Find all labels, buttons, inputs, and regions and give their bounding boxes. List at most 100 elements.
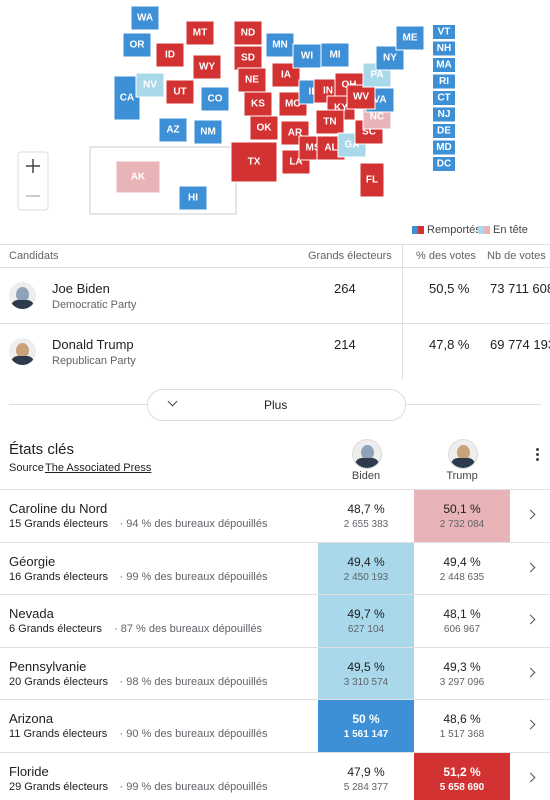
column-header: % des votes [416, 250, 476, 262]
state [320, 42, 350, 68]
state [155, 42, 185, 68]
source-link[interactable]: The Associated Press [45, 462, 152, 474]
state-pct: 51,2 % [443, 765, 481, 779]
column-label: Biden [351, 470, 381, 482]
legend-swatch [478, 226, 484, 234]
more-label: Plus [264, 398, 288, 412]
state-label: DE [437, 126, 451, 137]
result-cell: 50,1 % 2 732 084 [414, 490, 510, 542]
divider [0, 323, 550, 324]
state [230, 141, 278, 183]
state-label: MA [436, 60, 452, 71]
state [233, 45, 263, 71]
party: Democratic Party [52, 299, 137, 311]
column-header: Candidats [9, 250, 59, 262]
row-chevron[interactable] [525, 667, 536, 678]
legend-swatch [484, 226, 490, 234]
row-chevron[interactable] [525, 614, 536, 625]
source-label: Source [9, 462, 44, 474]
state-name: Floride [9, 764, 49, 779]
state-box [433, 25, 455, 39]
state [135, 72, 165, 98]
divider [0, 752, 550, 753]
state-pct: 49,3 % [443, 659, 481, 674]
us-map: WA OR CA NV ID MT WY UT CO AZ NM ND SD NE KS OK TX MN IA MO… [17, 5, 455, 215]
state [122, 32, 152, 58]
chevron [167, 396, 178, 407]
row-chevron[interactable] [525, 772, 536, 783]
state-label: MI [329, 50, 340, 61]
avatar [9, 282, 36, 309]
state-label: LA [289, 157, 302, 168]
state-name: Géorgie [9, 553, 56, 569]
avatar-face [361, 445, 374, 460]
vote-pct: 47,8 % [429, 337, 470, 352]
state-label: GA [345, 140, 360, 151]
row-chevron[interactable] [525, 509, 536, 520]
more-button[interactable]: Plus [147, 389, 406, 421]
menu-dot[interactable] [536, 453, 539, 456]
state-votes: 3 297 096 [439, 676, 485, 688]
state-label: MN [272, 40, 288, 51]
state-label: TN [323, 117, 336, 128]
menu-dot[interactable] [536, 458, 539, 461]
state-label: UT [173, 87, 186, 98]
state-label: OK [257, 123, 273, 134]
state-label: AL [324, 143, 337, 154]
avatar [352, 439, 382, 469]
row-chevron[interactable] [525, 562, 536, 573]
state [115, 160, 161, 194]
state-label: DC [437, 159, 451, 170]
divider [0, 541, 550, 543]
state-votes: 2 655 383 [343, 519, 389, 530]
state [193, 119, 223, 145]
state-label: NH [437, 43, 451, 54]
state-name: Caroline du Nord [9, 501, 108, 516]
state-name: Nevada [9, 606, 54, 622]
state-pct: 50,1 % [443, 502, 481, 516]
zoom-controls[interactable] [17, 151, 49, 211]
avatar-face [16, 343, 29, 358]
state-votes: 5 284 377 [343, 782, 389, 793]
state [200, 86, 230, 112]
state [178, 185, 208, 211]
state [233, 20, 263, 46]
reporting: · 94 % des bureaux dépouillés [119, 518, 268, 530]
legend-swatch [418, 226, 424, 234]
result-cell: 49,7 % 627 104 [318, 595, 414, 647]
state-label: CO [208, 94, 223, 105]
state-label: NJ [438, 109, 451, 120]
avatar [9, 338, 36, 365]
avatar-body [451, 458, 475, 468]
state-box [433, 124, 455, 138]
row-chevron[interactable] [525, 719, 536, 730]
state-pct: 48,1 % [443, 607, 481, 622]
state-label: WY [199, 62, 215, 73]
state-box [433, 107, 455, 122]
state-label: KY [334, 103, 348, 114]
state [192, 54, 222, 80]
state-votes: 3 310 574 [343, 676, 389, 688]
legend-swatch [412, 226, 418, 234]
state-label: OR [130, 40, 146, 51]
state-pct: 49,4 % [347, 554, 385, 569]
result-cell: 48,7 % 2 655 383 [318, 490, 414, 542]
state-label: NV [143, 80, 157, 91]
state [265, 32, 295, 58]
state-name: Arizona [9, 711, 54, 727]
divider [0, 244, 550, 245]
result-cell: 49,4 % 2 450 193 [318, 542, 414, 595]
state-label: NC [370, 112, 384, 123]
state-label: CA [120, 93, 134, 104]
state-label: AK [131, 172, 146, 183]
result-cell: 47,9 % 5 284 377 [318, 753, 414, 800]
legend-label: En tête [493, 224, 528, 236]
state-votes: 1 561 147 [343, 729, 389, 741]
state-label: ME [403, 33, 418, 44]
electors: 264 [334, 281, 356, 296]
state-label: AZ [166, 125, 179, 136]
state-label: WA [137, 13, 153, 24]
vote-count: 73 711 608 [490, 281, 550, 296]
menu-dot[interactable] [536, 448, 539, 451]
